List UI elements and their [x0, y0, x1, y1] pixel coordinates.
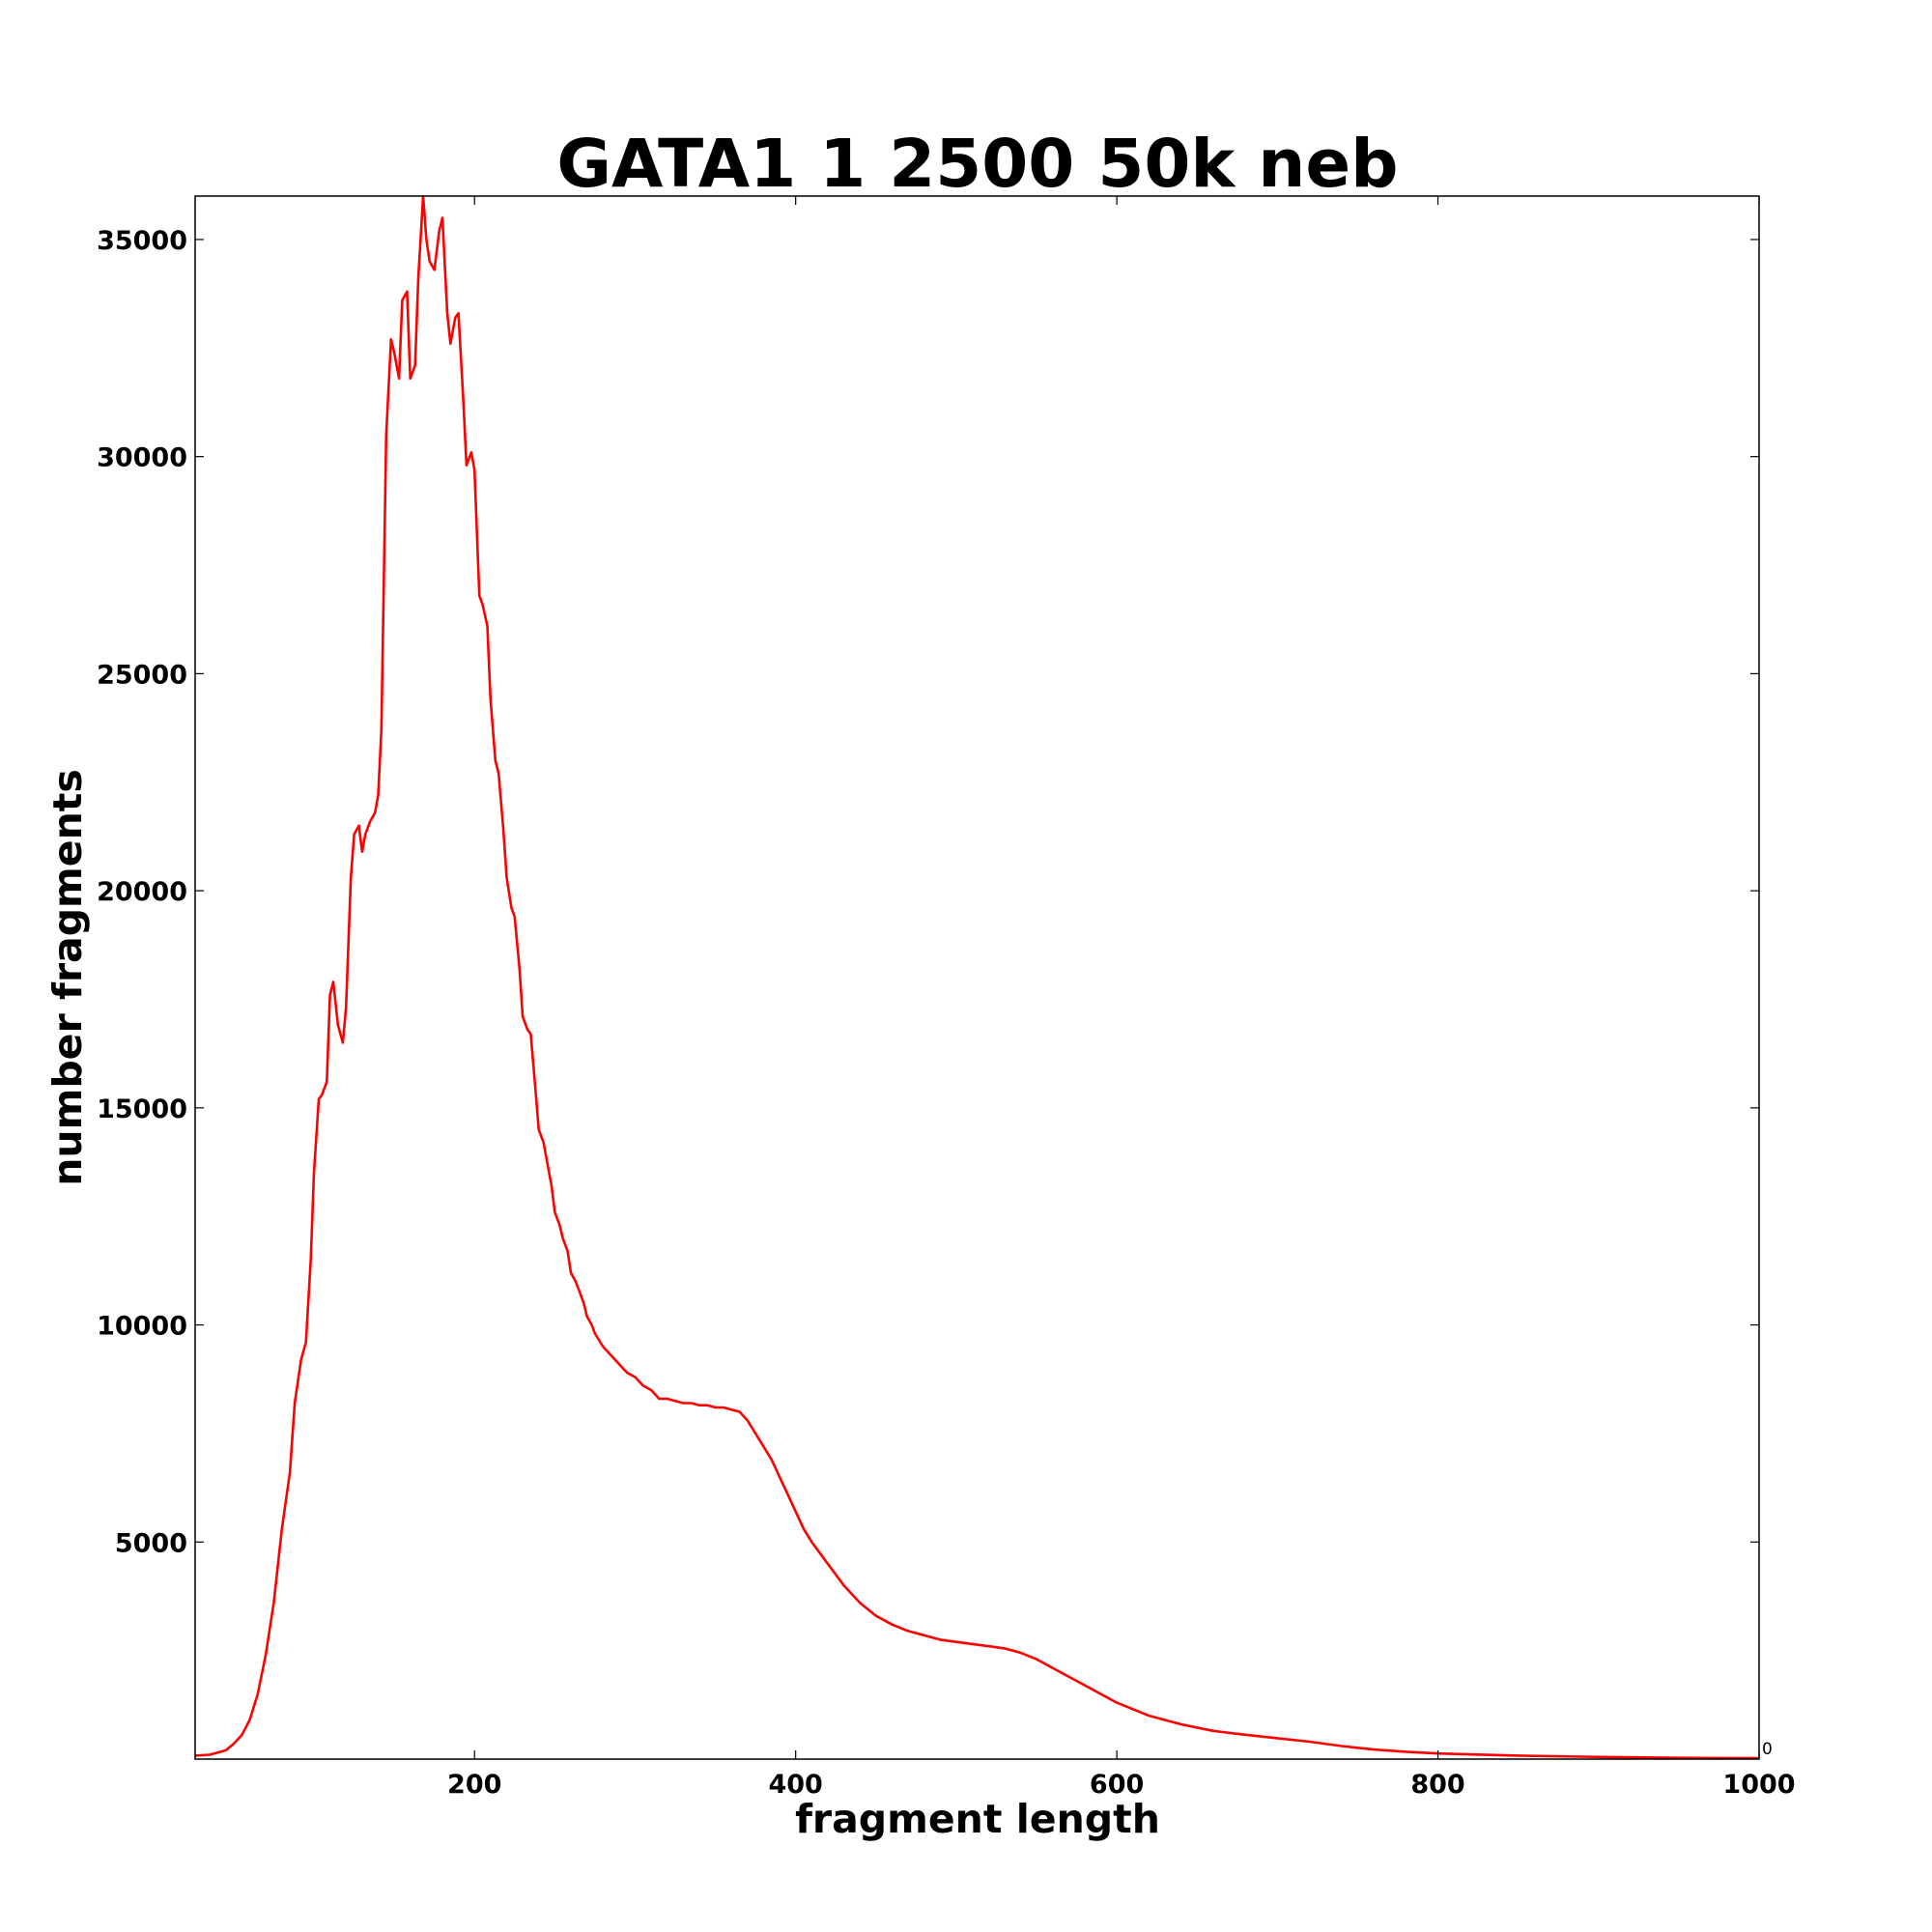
x-tick-label: 400 [768, 1770, 822, 1800]
x-tick-label: 1000 [1722, 1770, 1795, 1800]
y-tick-label: 10000 [97, 1312, 187, 1342]
y-tick-label: 15000 [97, 1094, 187, 1124]
plot-frame [194, 195, 1760, 1760]
x-tick-label: 800 [1410, 1770, 1464, 1800]
y-axis-label: number fragments [44, 769, 91, 1186]
series-line-0 [194, 194, 1760, 1760]
y-tick-label: 35000 [97, 226, 187, 256]
x-axis-label: fragment length [795, 1796, 1160, 1842]
plot-area [194, 194, 1760, 1760]
y-tick-label: 30000 [97, 443, 187, 473]
y-tick-label: 5000 [115, 1528, 187, 1558]
x-tick-label: 600 [1090, 1770, 1144, 1800]
x-tick-label: 200 [447, 1770, 501, 1800]
chart-title: GATA1 1 2500 50k neb [556, 126, 1398, 203]
y-tick-label: 20000 [97, 877, 187, 907]
y-axis-offset-label: 0 [1762, 1740, 1773, 1759]
y-tick-label: 25000 [97, 660, 187, 690]
